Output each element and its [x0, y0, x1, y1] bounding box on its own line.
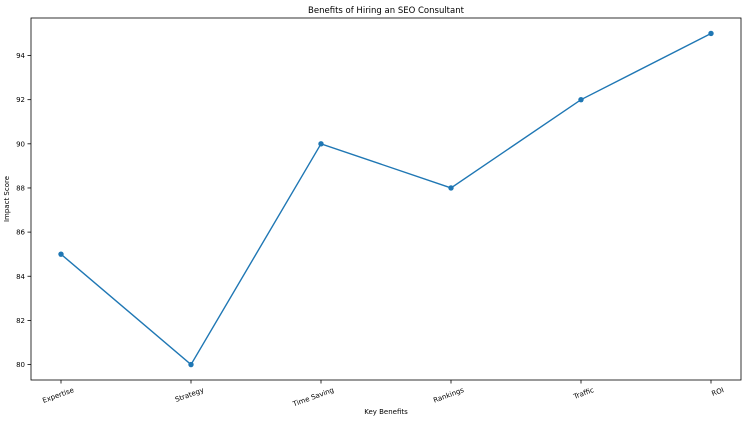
y-axis: 80 82 84 86 88 90 92 94	[16, 52, 31, 369]
y-tick-label: 82	[16, 317, 25, 325]
x-tick-label-strategy: Strategy	[174, 386, 205, 404]
x-tick-label-rankings: Rankings	[432, 386, 465, 405]
x-axis: Expertise Strategy Time Saving Rankings Traf…	[41, 380, 725, 409]
y-tick-label: 80	[16, 361, 25, 369]
data-point-expertise	[58, 251, 64, 257]
y-tick-label: 86	[16, 229, 25, 237]
y-axis-title: Impact Score	[3, 176, 11, 222]
x-tick-label-time-saving: Time Saving	[291, 386, 335, 409]
data-point-rankings	[448, 185, 454, 191]
chart-title: Benefits of Hiring an SEO Consultant	[308, 6, 465, 16]
x-tick-label-expertise: Expertise	[41, 386, 75, 405]
y-tick-label: 88	[16, 184, 25, 192]
data-point-traffic	[578, 96, 584, 103]
x-tick-label-roi: ROI	[711, 386, 725, 398]
data-point-time-saving	[318, 141, 324, 147]
series-line	[60, 32, 712, 366]
series-layer	[58, 30, 714, 368]
x-axis-title: Key Benefits	[364, 408, 408, 416]
x-tick-label-traffic: Traffic	[572, 386, 596, 401]
y-tick-label: 84	[16, 273, 25, 281]
y-tick-label: 94	[16, 52, 25, 60]
y-tick-label: 92	[16, 96, 25, 104]
data-point-roi	[708, 30, 714, 37]
data-point-strategy	[188, 361, 194, 368]
plot-area	[30, 17, 742, 381]
y-tick-label: 90	[16, 140, 25, 148]
